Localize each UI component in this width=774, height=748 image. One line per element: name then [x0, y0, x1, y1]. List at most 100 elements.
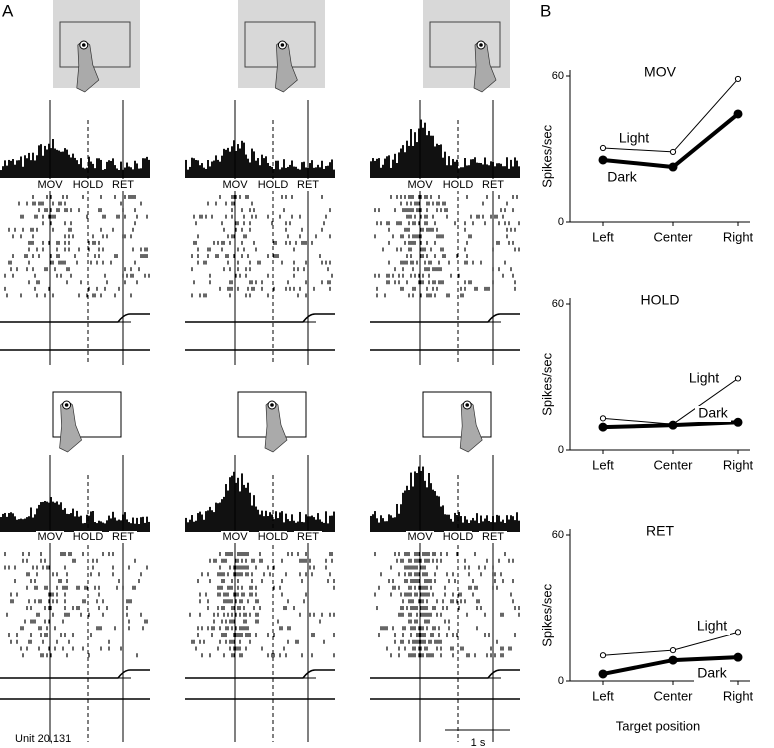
psth-bar [132, 517, 134, 532]
pupil [465, 403, 470, 407]
psth-bar [221, 155, 223, 178]
psth-bar [452, 158, 454, 178]
psth-bar [458, 512, 460, 532]
psth-bar [289, 164, 291, 178]
psth-bar [237, 144, 239, 178]
psth-bar [191, 515, 193, 532]
psth-bar [40, 144, 42, 178]
psth-bar [426, 487, 428, 532]
psth-bar [494, 522, 496, 532]
psth-bar [271, 166, 273, 178]
psth-bar [48, 143, 50, 178]
psth-bar [311, 160, 313, 178]
psth-bar [269, 512, 271, 532]
psth-bar [229, 151, 231, 178]
psth-bar [52, 139, 54, 178]
psth-bar [414, 132, 416, 178]
psth-bar [36, 155, 38, 178]
pupil [270, 403, 274, 407]
point [598, 422, 608, 432]
label-bg [294, 179, 322, 191]
psth-bar [516, 512, 518, 532]
psth-bar [390, 515, 392, 532]
psth-bar [510, 159, 512, 178]
psth-bar [120, 161, 122, 178]
series-label: Dark [607, 169, 638, 185]
psth-bar [299, 169, 301, 178]
psth-bar [400, 148, 402, 178]
label-bg [221, 531, 249, 543]
psth-bar [484, 518, 486, 532]
psth-bar [279, 512, 281, 532]
psth-bar [468, 523, 470, 532]
psth-bar [42, 501, 44, 532]
psth-bar [464, 516, 466, 532]
psth-bar [114, 165, 116, 178]
label-bg [109, 179, 137, 191]
x-axis-label: Target position [616, 718, 701, 733]
event-label: MOV [37, 531, 63, 543]
psth-bar [56, 501, 58, 532]
psth-bar [118, 170, 120, 178]
psth-bar [58, 150, 60, 178]
series-label: Dark [698, 405, 729, 421]
psth-bar [480, 162, 482, 178]
psth-bar [482, 164, 484, 178]
psth-bar [138, 168, 140, 178]
psth-bar [484, 157, 486, 178]
psth-bar [78, 164, 80, 178]
psth-bar [261, 154, 263, 178]
psth-bar [16, 519, 18, 532]
psth-bar [126, 162, 128, 178]
psth-bar [148, 521, 150, 532]
psth-bar [412, 486, 414, 532]
psth-bar [72, 153, 74, 178]
pupil [64, 403, 69, 407]
psth-bar [446, 514, 448, 532]
psth-bar [114, 517, 116, 532]
x-tick-label: Right [723, 688, 754, 703]
psth-bar [416, 472, 418, 532]
psth-bar [418, 466, 420, 532]
pupil [479, 43, 483, 47]
point [599, 144, 607, 152]
psth-bar [86, 167, 88, 178]
psth-bar [60, 502, 62, 532]
psth-bar [241, 140, 243, 178]
psth-bar [2, 513, 4, 532]
label-bg [686, 371, 722, 387]
psth-bar [229, 477, 231, 532]
psth-bar [92, 163, 94, 178]
psth-bar [402, 492, 404, 532]
psth-bar [72, 508, 74, 532]
psth-bar [480, 515, 482, 532]
psth-bar [241, 473, 243, 532]
psth-bar [512, 166, 514, 178]
event-label: RET [297, 179, 319, 191]
psth-bar [28, 152, 30, 178]
psth-bar [498, 515, 500, 532]
psth-bar [329, 515, 331, 532]
point [734, 629, 742, 636]
psth-bar [82, 167, 84, 178]
psth-bar [488, 520, 490, 532]
psth-bar [195, 159, 197, 178]
psth-bar [394, 153, 396, 178]
x-tick-label: Left [592, 688, 614, 703]
psth-bar [450, 165, 452, 178]
psth-bar [502, 519, 504, 532]
psth-bar [333, 511, 335, 532]
psth-bar [207, 160, 209, 178]
psth-bar [269, 165, 271, 178]
psth-bar [478, 523, 480, 532]
psth-bar [30, 160, 32, 178]
psth-bar [217, 159, 219, 178]
psth-bar [98, 520, 100, 532]
psth-bar [106, 161, 108, 178]
y-tick-label: 0 [558, 216, 564, 228]
psth-bar [34, 514, 36, 532]
psth-bar [283, 159, 285, 178]
psth-bar [325, 166, 327, 178]
psth-bar [8, 159, 10, 178]
psth-bar [386, 521, 388, 532]
